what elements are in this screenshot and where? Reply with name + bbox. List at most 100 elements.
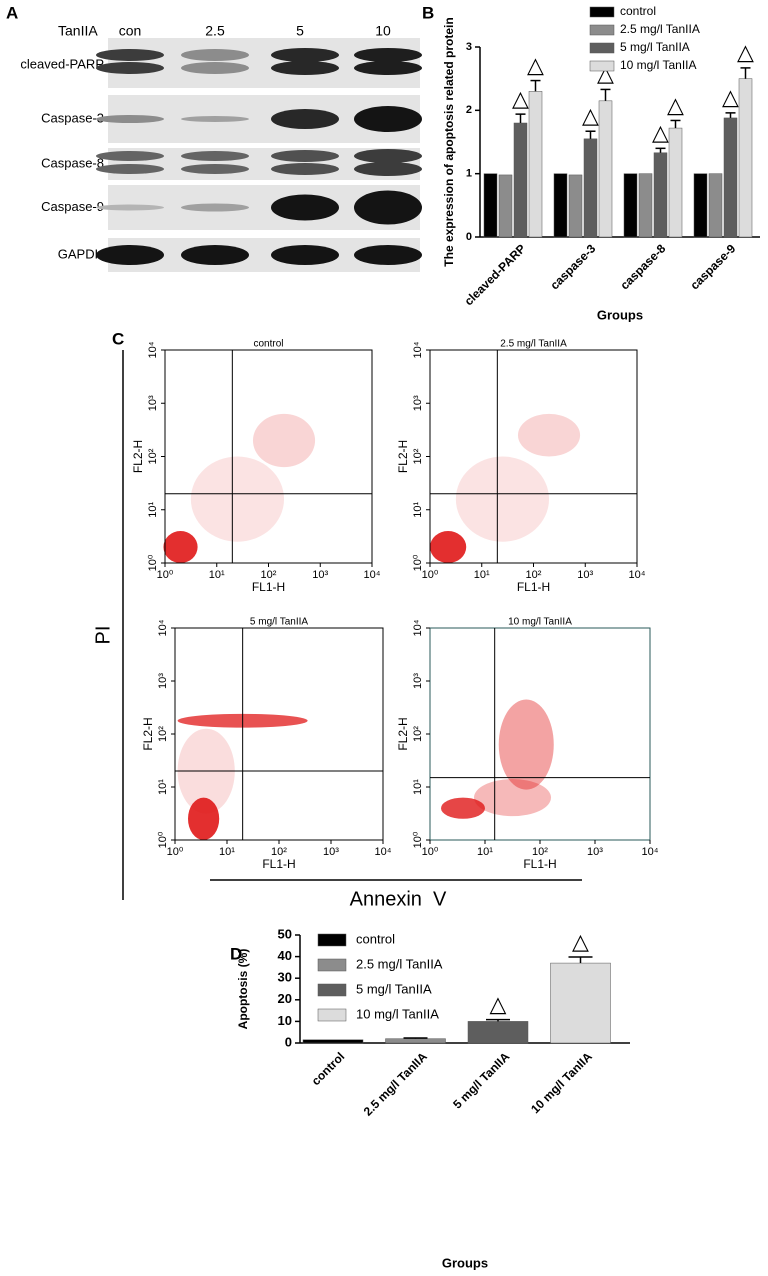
blot-row-label: GAPDH [58,246,104,261]
x-tick-label: 10³ [587,846,603,858]
lane-label: 5 [296,23,304,39]
y-tick-label: 3 [466,41,472,53]
y-axis-label: Apoptosis (%) [236,949,250,1030]
y-tick-label: 10⁰ [412,554,424,571]
bar [653,152,668,238]
event-cloud [430,531,467,564]
legend-swatch [317,933,347,947]
legend-swatch [589,42,615,54]
x-tick-label: 10⁴ [629,569,646,581]
bar [638,173,653,238]
legend-label: 10 mg/l TanIIA [356,1006,439,1021]
blot-band [271,48,339,62]
y-tick-label: 10¹ [157,779,169,795]
blot-band [96,245,164,265]
bar [513,122,528,238]
x-axis-label: FL1-H [517,580,550,594]
blot-band [354,61,422,75]
lane-label: 2.5 [205,23,225,39]
y-tick-label: 10² [412,448,424,464]
y-axis-label: FL2-H [396,440,410,473]
x-tick-label: 10¹ [209,569,225,581]
bar [467,1021,529,1044]
blot-band [181,49,249,61]
legend-label: 5 mg/l TanIIA [620,40,690,54]
x-tick-label: 10⁰ [422,569,439,581]
legend-swatch [589,60,615,72]
blot-band [354,162,422,176]
x-tick-label: 10⁴ [364,569,381,581]
plot-frame [429,349,638,564]
y-tick-label: 10¹ [412,501,424,517]
y-tick-label: 10³ [157,673,169,689]
event-cloud [498,699,554,790]
blot-band [181,116,249,122]
significance-marker: △ [490,991,507,1016]
x-tick-label: 10² [261,569,277,581]
bar [668,127,683,238]
x-axis-label: FL1-H [523,857,556,871]
bar [723,117,738,238]
y-axis-label: FL2-H [131,440,145,473]
x-tick-label: 10⁰ [167,846,184,858]
x-axis-label: FL1-H [252,580,285,594]
y-tick-label: 10⁴ [412,341,424,358]
bar [528,91,543,238]
legend-swatch [317,958,347,972]
event-cloud [190,456,285,542]
significance-marker: △ [722,85,739,110]
plot-title: 2.5 mg/l TanIIA [500,339,567,350]
plot-title: control [253,339,283,350]
legend-label: 5 mg/l TanIIA [356,981,432,996]
bar [385,1038,446,1044]
y-tick-label: 30 [278,970,292,985]
significance-marker: △ [582,103,599,128]
x-axis-label: FL1-H [262,857,295,871]
y-tick-label: 10² [147,448,159,464]
y-tick-label: 10³ [412,395,424,411]
y-tick-label: 10¹ [147,501,159,517]
y-tick-label: 10⁴ [157,619,169,636]
legend-label: 10 mg/l TanIIA [620,58,697,72]
x-tick-label: 10² [526,569,542,581]
blot-band [354,48,422,62]
y-tick-label: 2 [466,104,472,116]
event-cloud [455,456,550,542]
blot-row-label: Caspase-8 [41,155,104,170]
x-tick-label: 10⁴ [642,846,659,858]
bar [553,173,568,238]
bar [693,173,708,238]
y-tick-label: 10³ [147,395,159,411]
x-tick-label: 10¹ [474,569,490,581]
y-axis-label: FL2-H [141,717,155,750]
legend-swatch [317,983,347,997]
flow-x-label: Annexin V [350,888,447,910]
x-tick-label: 10 mg/l TanIIA [528,1049,595,1116]
blot-band [96,115,164,123]
bar [568,174,583,238]
blot-band [181,245,249,265]
x-tick-label: 10² [532,846,548,858]
bar [583,138,598,238]
legend-swatch [589,6,615,18]
y-tick-label: 10⁴ [147,341,159,358]
blot-band [181,151,249,161]
blot-band [271,61,339,75]
bar [708,173,723,238]
legend-label: 2.5 mg/l TanIIA [356,956,443,971]
event-cloud [188,797,220,840]
blot-band [181,164,249,174]
y-tick-label: 10³ [412,673,424,689]
blot-band [96,204,164,211]
blot-band [96,62,164,74]
event-cloud [252,413,316,468]
x-tick-label: 10⁰ [422,846,439,858]
x-tick-label: 10⁴ [375,846,392,858]
y-tick-label: 40 [278,948,292,963]
x-tick-label: caspase-3 [547,241,598,292]
event-cloud [474,779,551,817]
bar [483,173,498,238]
lane-label: 10 [375,23,391,39]
legend-swatch [589,24,615,36]
